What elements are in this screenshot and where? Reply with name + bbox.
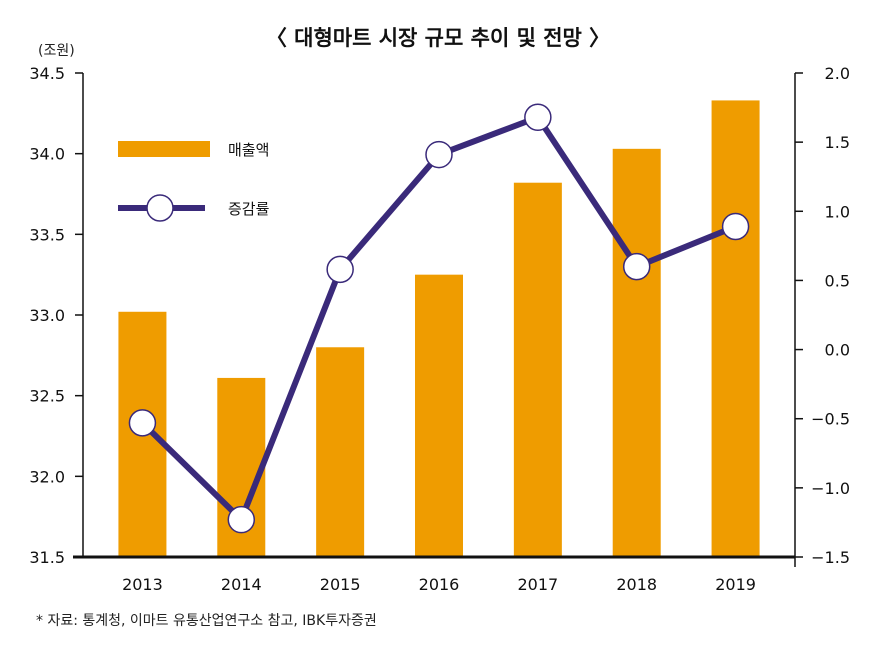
x-tick-label: 2017 xyxy=(517,575,558,594)
growth-point-2019 xyxy=(721,212,750,241)
left-tick-label: 31.5 xyxy=(29,548,65,567)
legend-line-label: 증감률 xyxy=(228,200,270,218)
x-tick-label: 2019 xyxy=(715,575,756,594)
growth-point-2015 xyxy=(326,255,354,284)
legend-bar-label: 매출액 xyxy=(228,141,269,159)
left-tick-label: 33.5 xyxy=(29,225,65,244)
bar-2018 xyxy=(612,148,661,557)
x-tick-label: 2014 xyxy=(221,575,262,594)
x-tick-label: 2013 xyxy=(122,575,163,594)
legend-line-marker xyxy=(146,194,174,222)
bar-2016 xyxy=(415,274,463,557)
right-tick-label: −1.0 xyxy=(811,479,850,498)
right-tick-label: −1.5 xyxy=(811,548,850,567)
growth-point-2018 xyxy=(622,252,651,281)
growth-point-2017 xyxy=(524,103,552,132)
right-tick-label: 1.0 xyxy=(825,202,850,221)
left-axis-unit: (조원) xyxy=(38,43,75,59)
bar-2019 xyxy=(711,100,760,557)
x-tick-label: 2015 xyxy=(320,575,361,594)
left-tick-label: 32.0 xyxy=(29,467,65,486)
growth-point-2016 xyxy=(425,140,453,169)
right-tick-label: 2.0 xyxy=(825,64,850,83)
x-tick-label: 2016 xyxy=(419,575,460,594)
left-tick-label: 32.5 xyxy=(29,387,65,406)
bar-2015 xyxy=(316,347,365,557)
right-tick-label: 0.0 xyxy=(825,341,850,360)
source-note: * 자료: 통계청, 이마트 유통산업연구소 참고, IBK투자증권 xyxy=(36,613,377,629)
left-tick-label: 33.0 xyxy=(29,306,65,325)
left-tick-label: 34.5 xyxy=(29,64,65,83)
left-tick-label: 34.0 xyxy=(29,145,65,164)
x-tick-label: 2018 xyxy=(616,575,657,594)
legend-bar-swatch xyxy=(118,141,210,157)
chart-title: 〈 대형마트 시장 규모 추이 및 전망 〉 xyxy=(265,26,611,50)
right-tick-label: −0.5 xyxy=(811,410,850,429)
growth-point-2013 xyxy=(128,409,157,437)
right-tick-label: 0.5 xyxy=(825,271,850,290)
growth-point-2014 xyxy=(227,505,256,534)
right-tick-label: 1.5 xyxy=(825,133,850,152)
bar-2017 xyxy=(513,182,562,557)
